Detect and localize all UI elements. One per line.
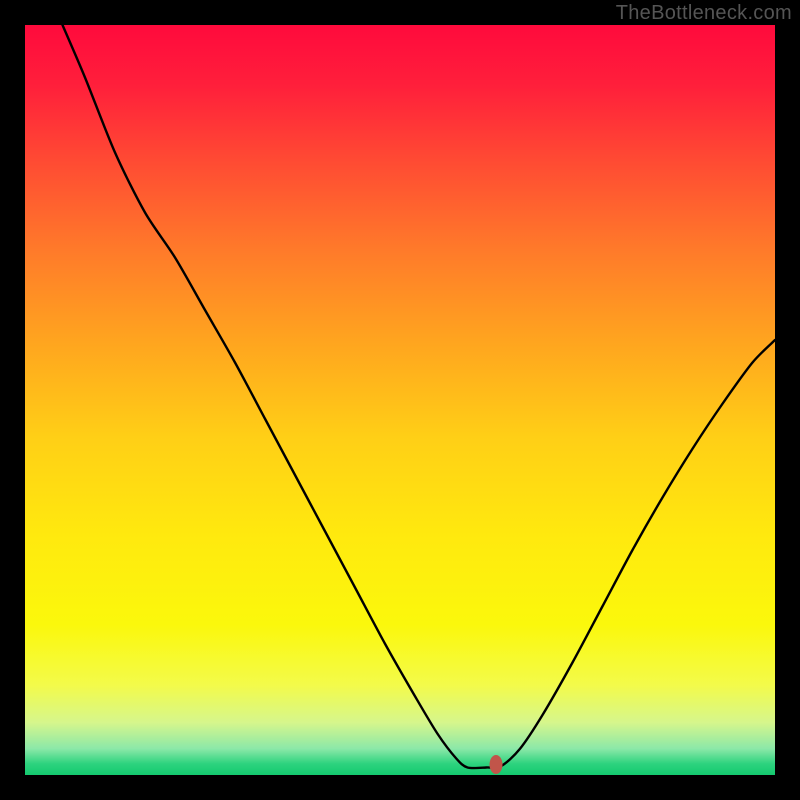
optimal-marker [490,755,503,774]
bottleneck-chart [0,0,800,800]
chart-stage: TheBottleneck.com [0,0,800,800]
watermark-text: TheBottleneck.com [616,2,792,25]
chart-plot-area [25,25,775,775]
